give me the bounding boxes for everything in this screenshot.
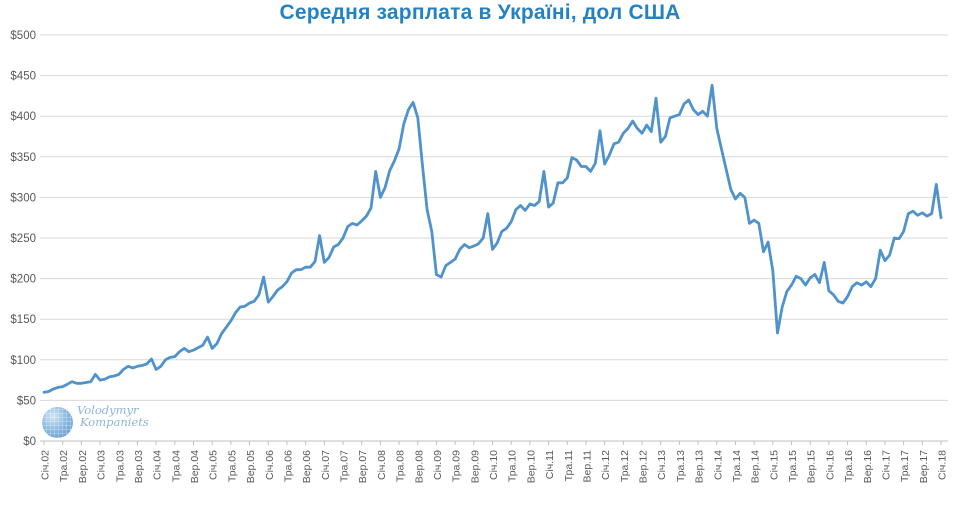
- x-tick-label: Вер.12: [638, 450, 650, 483]
- y-tick-label: $250: [10, 233, 36, 245]
- x-tick-label: Вер.06: [301, 450, 313, 483]
- x-tick-label: Тра.13: [675, 450, 687, 482]
- x-tick-label: Січ.04: [152, 450, 164, 480]
- x-tick-label: Тра.05: [226, 450, 238, 482]
- x-tick-label: Вер.09: [469, 450, 481, 483]
- x-tick-label: Січ.18: [937, 450, 949, 480]
- y-tick-label: $300: [10, 192, 36, 204]
- x-tick-label: Січ.15: [768, 450, 780, 480]
- x-tick-label: Вер.04: [189, 450, 201, 483]
- x-tick-label: Січ.11: [544, 450, 556, 479]
- x-tick-label: Січ.14: [712, 450, 724, 480]
- y-tick-label: $450: [10, 71, 36, 83]
- x-tick-label: Вер.17: [918, 450, 930, 483]
- x-tick-label: Січ.07: [320, 450, 332, 480]
- y-tick-label: $500: [10, 30, 36, 42]
- x-tick-label: Вер.08: [413, 450, 425, 483]
- x-tick-label: Вер.14: [750, 450, 762, 483]
- salary-series-line: [42, 83, 943, 394]
- y-tick-label: $0: [23, 436, 36, 448]
- y-tick-label: $350: [10, 152, 36, 164]
- y-tick-label: $100: [10, 355, 36, 367]
- x-tick-label: Січ.03: [96, 450, 108, 480]
- chart-title: Середня зарплата в Україні, дол США: [279, 1, 681, 24]
- x-tick-label: Січ.12: [600, 450, 612, 480]
- x-tick-label: Січ.17: [880, 450, 892, 480]
- x-tick-label: Тра.15: [787, 450, 799, 482]
- x-tick-label: Січ.13: [656, 450, 668, 480]
- x-tick-label: Тра.04: [170, 450, 182, 482]
- x-tick-label: Тра.09: [451, 450, 463, 482]
- x-tick-label: Тра.07: [339, 450, 351, 482]
- x-tick-label: Вер.03: [133, 450, 145, 483]
- x-tick-label: Тра.06: [282, 450, 294, 482]
- x-tick-label: Вер.07: [357, 450, 369, 483]
- x-tick-label: Січ.05: [208, 450, 220, 480]
- x-tick-label: Тра.14: [731, 450, 743, 482]
- x-tick-label: Вер.13: [694, 450, 706, 483]
- y-tick-label: $150: [10, 314, 36, 326]
- x-tick-label: Тра.03: [114, 450, 126, 482]
- x-tick-label: Січ.09: [432, 450, 444, 480]
- x-tick-label: Січ.10: [488, 450, 500, 480]
- x-tick-label: Вер.11: [581, 450, 593, 483]
- y-tick-label: $50: [17, 395, 36, 407]
- x-tick-label: Тра.12: [619, 450, 631, 482]
- x-tick-label: Тра.08: [395, 450, 407, 482]
- x-tick-label: Вер.02: [77, 450, 89, 483]
- y-tick-label: $200: [10, 274, 36, 286]
- x-tick-label: Січ.16: [824, 450, 836, 480]
- x-tick-label: Січ.06: [264, 450, 276, 480]
- x-tick-label: Тра.16: [843, 450, 855, 482]
- y-tick-label: $400: [10, 111, 36, 123]
- x-tick-label: Тра.10: [507, 450, 519, 482]
- x-tick-label: Тра.11: [563, 450, 575, 481]
- x-tick-label: Вер.15: [806, 450, 818, 483]
- x-tick-label: Вер.05: [245, 450, 257, 483]
- x-tick-label: Січ.02: [40, 450, 52, 480]
- x-tick-label: Тра.17: [899, 450, 911, 482]
- x-tick-label: Січ.08: [376, 450, 388, 480]
- x-tick-label: Вер.10: [525, 450, 537, 483]
- x-tick-label: Тра.02: [58, 450, 70, 482]
- x-tick-label: Вер.16: [862, 450, 874, 483]
